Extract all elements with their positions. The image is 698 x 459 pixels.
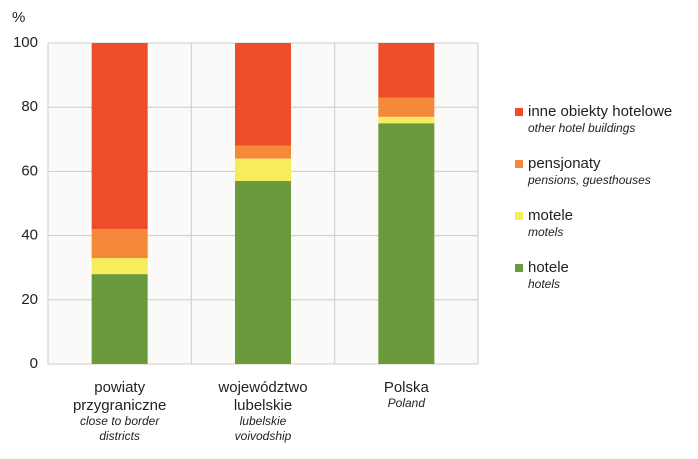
legend-label-en: other hotel buildings (528, 121, 635, 135)
legend-marker (515, 212, 523, 220)
bar-segment (378, 97, 435, 117)
legend-marker (515, 264, 523, 272)
x-tick-label: województwo (217, 379, 307, 396)
legend-label: pensjonaty (528, 155, 601, 172)
bar-segment (378, 116, 435, 124)
x-tick-label: Polska (384, 379, 430, 396)
x-tick-label: powiaty (94, 379, 145, 396)
bar-segment (378, 43, 435, 98)
bar-segment (235, 145, 291, 159)
legend-label: hotele (528, 259, 569, 276)
legend-label-en: pensions, guesthouses (527, 173, 651, 187)
y-tick-label: 40 (21, 227, 38, 244)
bar-segment (235, 181, 291, 364)
bar-segment (91, 43, 148, 230)
y-tick-label: 20 (21, 291, 38, 308)
legend-label-en: hotels (528, 277, 560, 291)
bar-segment (235, 158, 291, 182)
bar-segment (235, 43, 291, 146)
bar-segment (91, 258, 148, 275)
y-tick-label: 0 (30, 355, 38, 372)
x-tick-label-en: Poland (388, 396, 426, 410)
x-tick-label-en: lubelskie (240, 414, 287, 428)
bar-segment (91, 229, 148, 259)
x-tick-label: przygraniczne (73, 397, 166, 414)
y-tick-label: 100 (13, 34, 38, 51)
y-tick-label: 60 (21, 162, 38, 179)
bar-segment (91, 274, 148, 364)
x-tick-label-en: close to border (80, 414, 160, 428)
x-tick-label: lubelskie (234, 397, 292, 414)
y-axis-label: % (12, 9, 25, 26)
bar-segment (378, 123, 435, 364)
x-tick-label-en: voivodship (235, 429, 292, 443)
legend-marker (515, 108, 523, 116)
y-tick-label: 80 (21, 98, 38, 115)
legend-label-en: motels (528, 225, 563, 239)
legend-label: inne obiekty hotelowe (528, 103, 672, 120)
x-tick-label-en: districts (99, 429, 140, 443)
legend-label: motele (528, 207, 573, 224)
legend-marker (515, 160, 523, 168)
